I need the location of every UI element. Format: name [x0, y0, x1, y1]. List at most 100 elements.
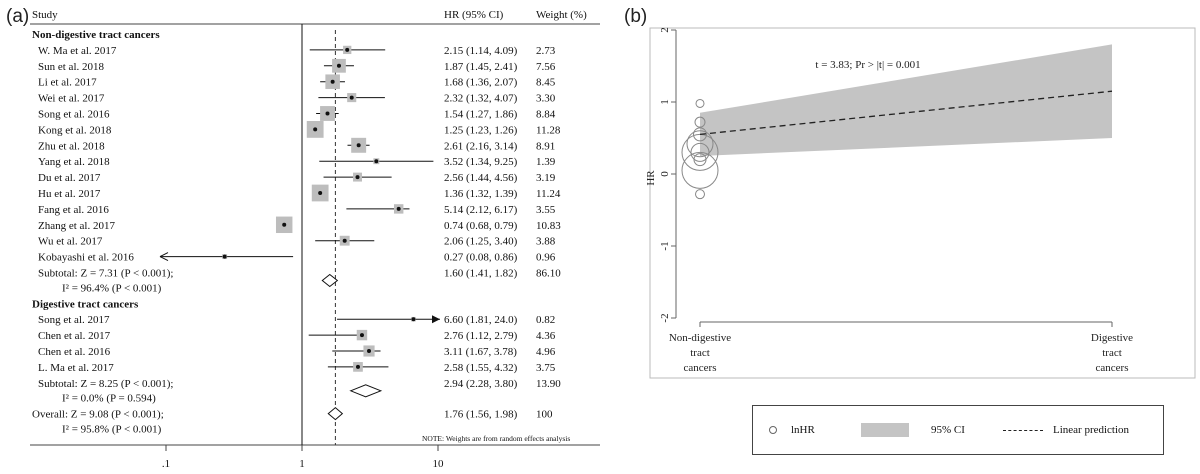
- weight-value: 0.96: [536, 252, 556, 264]
- weight-value: 100: [536, 409, 553, 421]
- hr-ci-value: 1.54 (1.27, 1.86): [444, 109, 518, 121]
- hr-ci-value: 1.87 (1.45, 2.41): [444, 61, 518, 73]
- weight-value: 11.24: [536, 188, 561, 200]
- x-tick-label: .1: [162, 458, 170, 470]
- panel-b-label: (b): [624, 6, 648, 27]
- ci-band-swatch-icon: [861, 423, 909, 437]
- point-estimate: [355, 364, 360, 369]
- x-category-label: cancers: [684, 362, 717, 374]
- legend-points-label: lnHR: [791, 424, 815, 436]
- group-title: Non-digestive tract cancers: [32, 29, 160, 41]
- study-name: Zhang et al. 2017: [38, 220, 115, 232]
- point-estimate: [355, 175, 360, 180]
- hr-ci-value: 2.06 (1.25, 3.40): [444, 236, 518, 248]
- weight-value: 86.10: [536, 268, 561, 280]
- point-estimate: [336, 63, 341, 68]
- overall-stat: Overall: Z = 9.08 (P < 0.001);: [32, 409, 164, 421]
- plot-frame: [649, 27, 1196, 379]
- y-tick-label: 0: [659, 171, 671, 177]
- weight-value: 3.75: [536, 362, 556, 374]
- header-hr: HR (95% CI): [444, 9, 504, 21]
- study-name: Chen et al. 2016: [38, 346, 111, 358]
- hr-ci-value: 2.94 (2.28, 3.80): [444, 378, 518, 390]
- point-estimate: [356, 143, 361, 148]
- study-name: Song et al. 2016: [38, 109, 110, 121]
- study-name: Yang et al. 2018: [38, 156, 110, 168]
- regression-annotation: t = 3.83; Pr > |t| = 0.001: [815, 59, 920, 71]
- point-estimate: [396, 206, 401, 211]
- point-estimate: [282, 222, 287, 227]
- lnhr-point: [690, 142, 710, 162]
- lnhr-point: [681, 151, 719, 189]
- hr-ci-value: 0.27 (0.08, 0.86): [444, 252, 518, 264]
- point-estimate: [367, 349, 372, 353]
- point-estimate: [222, 254, 227, 259]
- lnhr-point: [695, 98, 705, 108]
- linear-prediction-line: [699, 90, 1113, 136]
- weight-value: 8.45: [536, 77, 556, 89]
- x-tick-label: 1: [299, 458, 305, 470]
- study-name: W. Ma et al. 2017: [38, 45, 117, 57]
- study-name: Du et al. 2017: [38, 172, 101, 184]
- point-estimate: [318, 191, 323, 195]
- overall-diamond: [327, 406, 344, 421]
- lnhr-point: [695, 189, 705, 200]
- subtotal-diamond: [321, 273, 339, 288]
- hr-ci-value: 2.32 (1.32, 4.07): [444, 93, 518, 105]
- weight-value: 3.19: [536, 172, 556, 184]
- y-tick-label: 2: [659, 27, 671, 33]
- header-weight: Weight (%): [536, 9, 587, 21]
- study-name: Chen et al. 2017: [38, 330, 111, 342]
- lnhr-point: [694, 116, 706, 128]
- weight-value: 4.36: [536, 330, 556, 342]
- study-name: Wei et al. 2017: [38, 93, 105, 105]
- study-name: Song et al. 2017: [38, 314, 110, 326]
- weight-value: 2.73: [536, 45, 556, 57]
- weight-value: 7.56: [536, 61, 556, 73]
- weight-value: 11.28: [536, 124, 561, 136]
- hr-ci-value: 5.14 (2.12, 6.17): [444, 204, 518, 216]
- panel-a-label: (a): [6, 6, 30, 27]
- point-estimate: [374, 159, 379, 164]
- study-name: Sun et al. 2018: [38, 61, 104, 73]
- hr-ci-value: 3.52 (1.34, 9.25): [444, 156, 518, 168]
- weight-value: 8.91: [536, 140, 555, 152]
- point-estimate: [313, 127, 318, 132]
- lnhr-point: [686, 130, 714, 158]
- study-name: Kong et al. 2018: [38, 124, 112, 136]
- weight-value: 8.84: [536, 109, 556, 121]
- weight-value: 3.88: [536, 236, 556, 248]
- hr-ci-value: 2.15 (1.14, 4.09): [444, 45, 518, 57]
- study-name: Li et al. 2017: [38, 77, 97, 89]
- lnhr-point: [693, 127, 707, 142]
- weight-value: 3.55: [536, 204, 556, 216]
- lnhr-point: [681, 133, 719, 171]
- forest-plot: Study HR (95% CI) Weight (%) Non-digestive …: [30, 9, 600, 470]
- subtotal-stat: Subtotal: Z = 7.31 (P < 0.001);: [38, 268, 173, 280]
- hr-ci-value: 1.68 (1.36, 2.07): [444, 77, 518, 89]
- weight-value: 13.90: [536, 378, 561, 390]
- subtotal-stat: Subtotal: Z = 8.25 (P < 0.001);: [38, 378, 173, 390]
- dashed-line-swatch-icon: [1003, 429, 1043, 431]
- x-category-label: cancers: [1096, 362, 1129, 374]
- point-estimate: [345, 47, 350, 52]
- weight-value: 0.82: [536, 314, 555, 326]
- hr-ci-value: 1.36 (1.32, 1.39): [444, 188, 518, 200]
- hr-ci-value: 2.76 (1.12, 2.79): [444, 330, 518, 342]
- arrow-right-icon: [432, 315, 440, 324]
- point-estimate: [349, 95, 354, 100]
- group-title: Digestive tract cancers: [32, 298, 139, 310]
- weight-value: 4.96: [536, 346, 556, 358]
- y-tick-label: 1: [659, 99, 671, 105]
- y-axis-label: HR: [645, 170, 657, 186]
- hr-ci-value: 2.58 (1.55, 4.32): [444, 362, 518, 374]
- hr-ci-value: 6.60 (1.81, 24.0): [444, 314, 518, 326]
- legend: lnHR 95% CI Linear prediction: [752, 405, 1164, 455]
- legend-ci-label: 95% CI: [931, 424, 965, 436]
- y-tick-label: -1: [659, 241, 671, 250]
- heterogeneity-stat: I² = 0.0% (P = 0.594): [62, 393, 156, 405]
- ci-band: [700, 44, 1112, 156]
- legend-line-label: Linear prediction: [1053, 424, 1130, 436]
- weight-value: 10.83: [536, 220, 561, 232]
- hr-ci-value: 0.74 (0.68, 0.79): [444, 220, 518, 232]
